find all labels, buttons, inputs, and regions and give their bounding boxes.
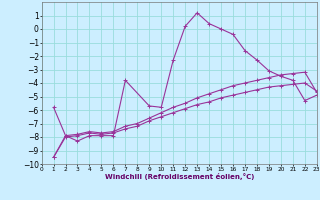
X-axis label: Windchill (Refroidissement éolien,°C): Windchill (Refroidissement éolien,°C): [105, 173, 254, 180]
